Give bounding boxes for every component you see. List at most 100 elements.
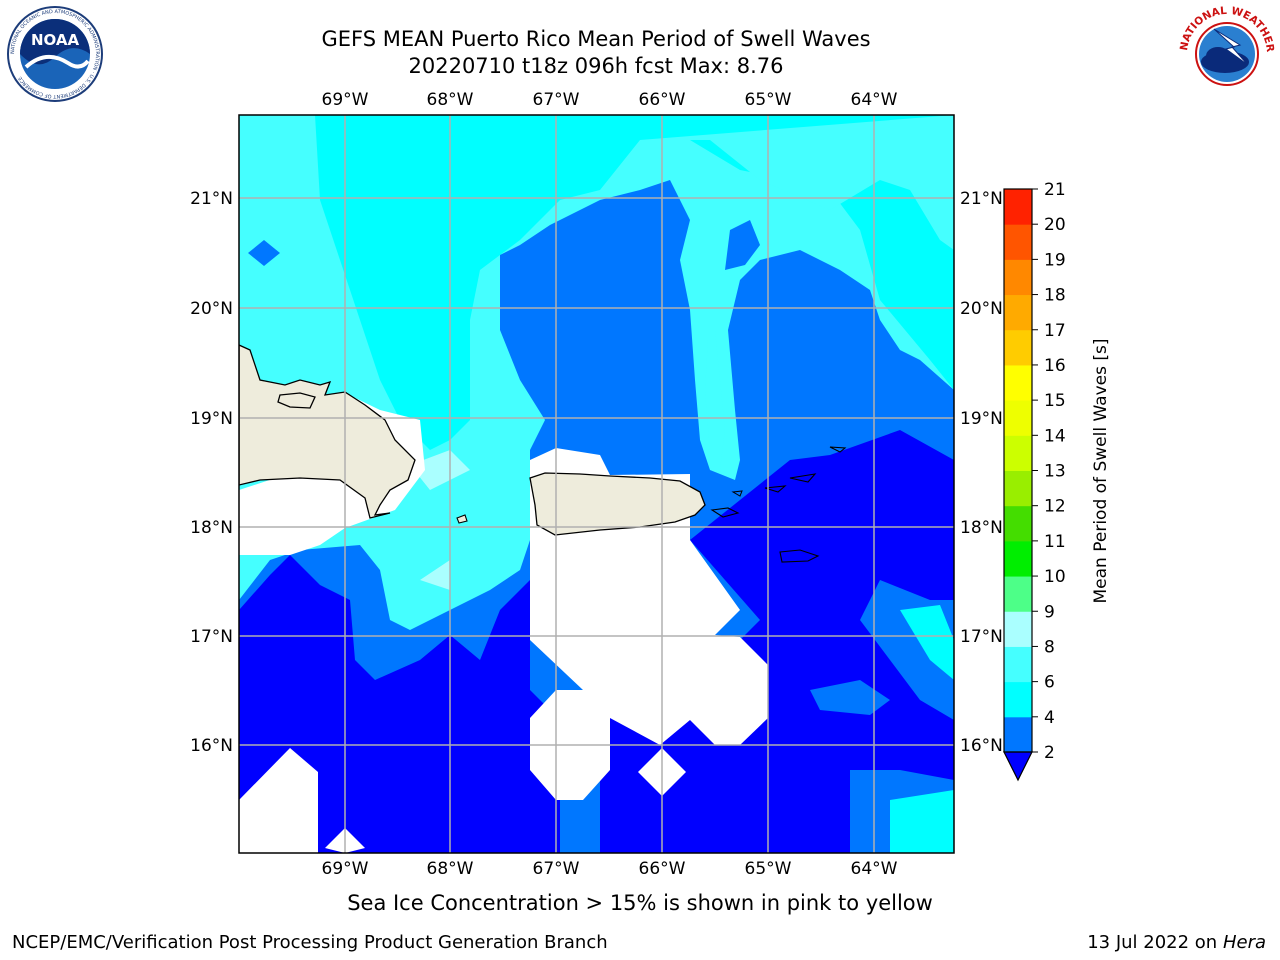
colorbar-tick-label: 13	[1044, 462, 1066, 482]
contour-lt2-west	[239, 555, 560, 853]
colorbar-tick-label: 4	[1044, 708, 1055, 728]
footer-date-text: 13 Jul 2022 on	[1087, 932, 1223, 953]
colorbar-band	[1004, 189, 1032, 225]
hispaniola-peninsula	[277, 392, 316, 409]
colorbar-tick-label: 19	[1044, 250, 1066, 270]
lon-label: 67°W	[533, 90, 580, 110]
colorbar-band	[1004, 681, 1032, 718]
lat-label: 16°N	[190, 736, 233, 756]
contour-8-9-spot	[410, 450, 470, 490]
contour-2-4-spot	[248, 240, 280, 266]
lon-label: 69°W	[322, 859, 369, 879]
contour-8-9-south	[420, 560, 450, 590]
contour-4-6-east	[900, 605, 954, 680]
lon-label: 64°W	[851, 859, 898, 879]
graticule	[239, 115, 954, 853]
colorbar-tick-label: 15	[1044, 391, 1066, 411]
colorbar-tick-label: 2	[1044, 743, 1055, 763]
lon-label: 69°W	[322, 90, 369, 110]
anegada-island	[829, 446, 847, 453]
nws-logo: NATIONAL WEATHER SERVICE	[1178, 5, 1276, 101]
lon-label: 65°W	[745, 859, 792, 879]
contour-6-8-ne	[640, 115, 954, 250]
lat-label: 18°N	[960, 518, 1003, 538]
colorbar-tick-label: 21	[1044, 180, 1066, 200]
colorbar-tick-label: 20	[1044, 215, 1066, 235]
colorbar-tick-label: 14	[1044, 426, 1066, 446]
contour-2-4-east	[810, 680, 890, 715]
colorbar-label: Mean Period of Swell Waves [s]	[1091, 339, 1111, 604]
swell-period-field	[239, 115, 954, 853]
colorbar-band	[1004, 259, 1032, 296]
lat-label: 17°N	[960, 627, 1003, 647]
vieques-island	[710, 507, 740, 518]
mona-island	[456, 514, 468, 524]
st-thomas-island	[764, 485, 787, 493]
lon-label: 65°W	[745, 90, 792, 110]
noaa-logo: NOAA NATIONAL OCEANIC AND ATMOSPHERIC AD…	[7, 6, 103, 102]
lon-label: 68°W	[427, 859, 474, 879]
lat-label: 21°N	[190, 189, 233, 209]
colorbar-band	[1004, 470, 1032, 507]
lon-labels-top: 69°W 68°W 67°W 66°W 65°W 64°W	[322, 90, 898, 110]
forecast-subtitle: 20220710 t18z 096h fcst Max: 8.76	[408, 54, 784, 78]
sea-ice-caption: Sea Ice Concentration > 15% is shown in …	[347, 891, 933, 915]
lat-label: 18°N	[190, 518, 233, 538]
lon-label: 68°W	[427, 90, 474, 110]
lat-label: 19°N	[190, 409, 233, 429]
lon-labels-bottom: 69°W 68°W 67°W 66°W 65°W 64°W	[322, 859, 898, 879]
colorbar-band	[1004, 540, 1032, 577]
lon-label: 66°W	[639, 859, 686, 879]
hispaniola-land	[239, 344, 416, 519]
colorbar-band	[1004, 224, 1032, 260]
contour-2-4-patch	[725, 220, 760, 270]
lon-label: 64°W	[851, 90, 898, 110]
colorbar-band	[1004, 646, 1032, 683]
colorbar-band	[1004, 505, 1032, 542]
colorbar-band	[1004, 329, 1032, 366]
contour-lt2-east	[600, 430, 954, 853]
lat-labels-left: 21°N 20°N 19°N 18°N 17°N 16°N	[190, 189, 233, 756]
colorbar-tick-label: 11	[1044, 532, 1066, 552]
contour-plume	[705, 330, 725, 470]
colorbar-tick-label: 12	[1044, 497, 1066, 517]
st-croix-island	[779, 549, 820, 563]
nodata-sw	[239, 748, 318, 853]
colorbar-tick-label: 10	[1044, 567, 1066, 587]
colorbar-tick-label: 18	[1044, 286, 1066, 306]
colorbar-band	[1004, 716, 1032, 753]
footer-machine: Hera	[1222, 932, 1266, 953]
culebra-island	[731, 490, 743, 497]
noaa-logo-text: NOAA	[31, 31, 80, 49]
footer-branch: NCEP/EMC/Verification Post Processing Pr…	[12, 932, 608, 953]
contour-4-6-se	[890, 790, 954, 853]
lat-label: 17°N	[190, 627, 233, 647]
colorbar-tick-label: 9	[1044, 602, 1055, 622]
colorbar-band	[1004, 364, 1032, 401]
lat-label: 16°N	[960, 736, 1003, 756]
colorbar-tick-label: 8	[1044, 637, 1055, 657]
lat-label: 21°N	[960, 189, 1003, 209]
colorbar-band	[1004, 611, 1032, 647]
colorbar-band	[1004, 435, 1032, 471]
colorbar-tick-label: 16	[1044, 356, 1066, 376]
lat-label: 19°N	[960, 409, 1003, 429]
lon-label: 66°W	[639, 90, 686, 110]
map-frame	[238, 114, 955, 854]
colorbar-band	[1004, 400, 1032, 436]
nodata-puerto-rico	[530, 448, 768, 800]
footer-date: 13 Jul 2022 on Hera	[1087, 932, 1266, 953]
colorbar-extend-triangle	[1003, 751, 1033, 782]
lat-labels-right: 21°N 20°N 19°N 18°N 17°N 16°N	[960, 189, 1003, 756]
colorbar-band	[1004, 294, 1032, 331]
map-title: GEFS MEAN Puerto Rico Mean Period of Swe…	[321, 27, 871, 51]
lat-label: 20°N	[190, 299, 233, 319]
colorbar-band	[1004, 576, 1032, 612]
tortola-island	[789, 473, 817, 483]
lon-label: 67°W	[533, 859, 580, 879]
colorbar-tick-label: 6	[1044, 673, 1055, 693]
colorbar-tick-label: 17	[1044, 321, 1066, 341]
colorbar: 2 4 6 8 9 10 11 12 13 14 15 16 17 18 19 20 21	[1003, 180, 1066, 782]
lat-label: 20°N	[960, 299, 1003, 319]
